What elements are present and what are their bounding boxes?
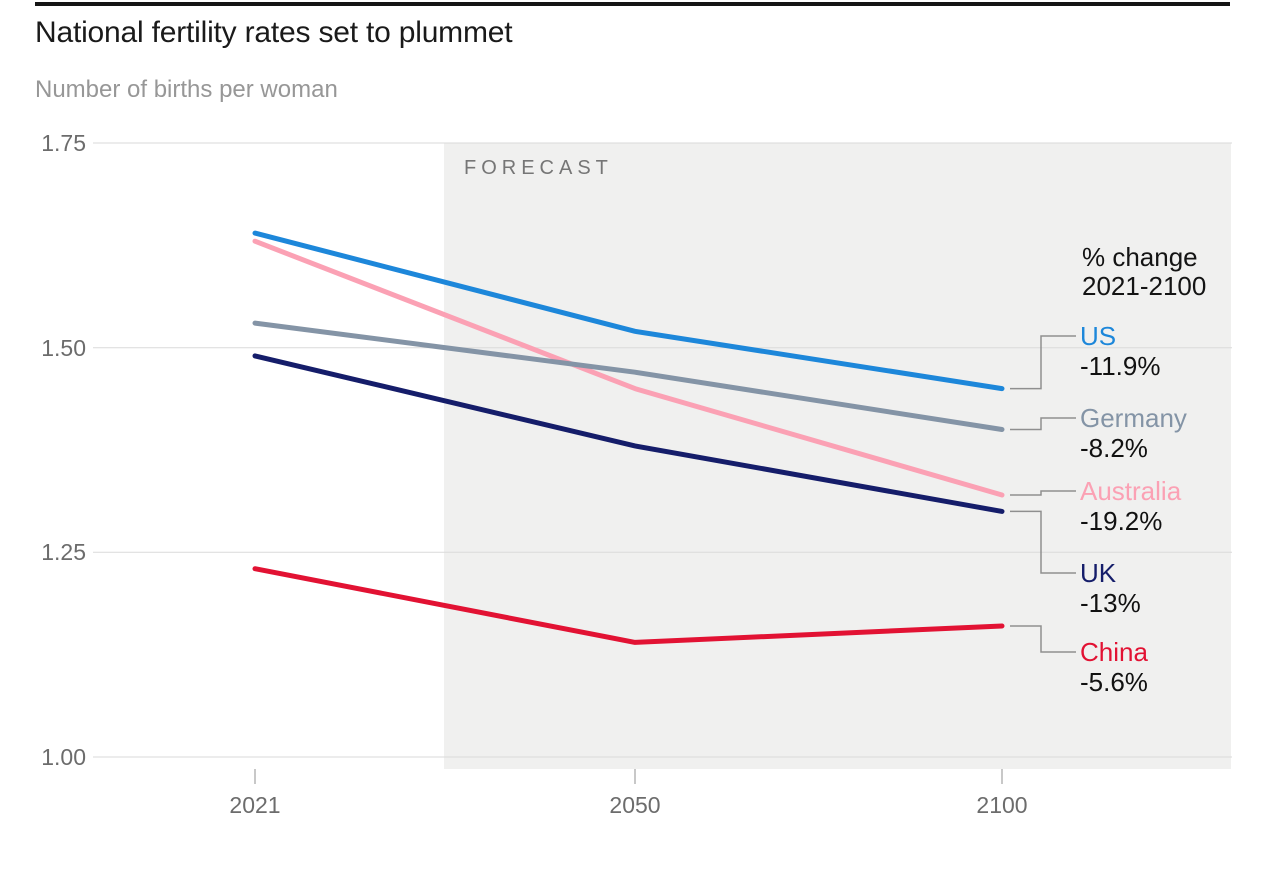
- connector-australia: [1010, 490, 1076, 496]
- series-line-china: [252, 566, 1005, 645]
- top-rule: [35, 2, 1230, 6]
- y-tick-label: 1.75: [41, 130, 86, 156]
- connector-us: [1010, 335, 1076, 390]
- series-label-uk: UK: [1080, 558, 1117, 588]
- series-line-australia: [252, 238, 1005, 498]
- y-tick-label: 1.25: [41, 539, 86, 565]
- series-change-uk: -13%: [1080, 588, 1141, 618]
- chart-title: National fertility rates set to plummet: [35, 16, 513, 49]
- x-tick-label: 2021: [229, 792, 280, 818]
- series-label-china: China: [1080, 637, 1148, 667]
- forecast-region: [444, 143, 1231, 769]
- series-change-china: -5.6%: [1080, 667, 1148, 697]
- series-label-us: US: [1080, 321, 1116, 351]
- series-label-australia: Australia: [1080, 476, 1182, 506]
- series-line-uk: [252, 353, 1005, 514]
- chart-subtitle: Number of births per woman: [35, 76, 338, 103]
- series-change-australia: -19.2%: [1080, 506, 1162, 536]
- forecast-label: FORECAST: [464, 157, 613, 179]
- y-tick-label: 1.50: [41, 335, 86, 361]
- legend-header-line1: % change: [1082, 242, 1198, 272]
- connector-china: [1010, 625, 1076, 653]
- series-change-germany: -8.2%: [1080, 433, 1148, 463]
- connector-uk: [1010, 510, 1076, 574]
- series-line-germany: [252, 320, 1005, 432]
- y-tick-label: 1.00: [41, 744, 86, 770]
- connector-germany: [1010, 417, 1076, 431]
- series-layer: US-11.9% Germany-8.2% Australia-19.2% UK-13…: [252, 230, 1187, 697]
- x-tick-label: 2100: [976, 792, 1027, 818]
- series-line-us: [252, 230, 1005, 392]
- series-change-us: -11.9%: [1080, 351, 1160, 381]
- y-axis: 1.75 1.50 1.25 1.00: [41, 130, 86, 770]
- x-tick-label: 2050: [609, 792, 660, 818]
- legend-header-line2: 2021-2100: [1082, 271, 1206, 301]
- x-axis: 2021 2050 2100: [229, 769, 1028, 818]
- gridlines: [93, 142, 1232, 758]
- legend-header: % change 2021-2100: [1082, 242, 1206, 301]
- series-label-germany: Germany: [1080, 403, 1187, 433]
